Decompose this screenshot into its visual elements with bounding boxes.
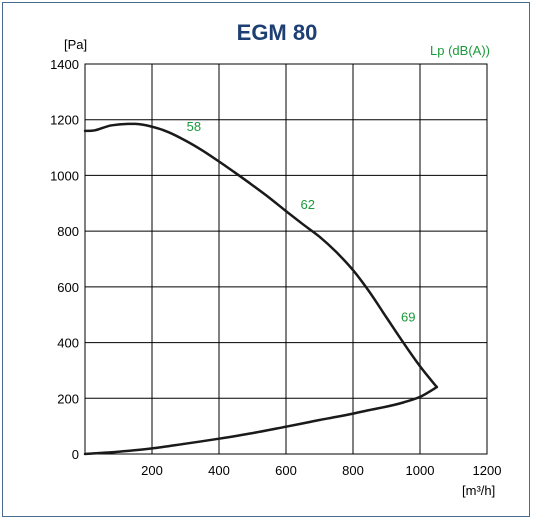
x-tick-label: 1000 [406, 463, 435, 478]
sound-level-value: 69 [401, 310, 415, 325]
sound-level-label: Lp (dB(A)) [430, 43, 490, 58]
y-tick-label: 400 [57, 336, 79, 351]
y-tick-label: 200 [57, 391, 79, 406]
sound-level-value: 62 [301, 197, 315, 212]
system-curve [83, 385, 439, 456]
performance-curve [83, 122, 439, 389]
x-tick-label: 800 [342, 463, 364, 478]
x-tick-label: 400 [208, 463, 230, 478]
y-tick-label: 1200 [50, 113, 79, 128]
sound-level-value: 58 [187, 119, 201, 134]
y-tick-label: 800 [57, 224, 79, 239]
x-axis-label: [m³/h] [462, 483, 495, 498]
y-tick-label: 1400 [50, 57, 79, 72]
sound-level-annotations: 58 62 69 [187, 119, 416, 325]
x-tick-label: 600 [275, 463, 297, 478]
grid [84, 63, 488, 455]
x-tick-labels: 200 400 600 800 1000 1200 [141, 463, 501, 478]
x-tick-label: 200 [141, 463, 163, 478]
y-tick-label: 0 [72, 447, 79, 462]
curves [83, 122, 439, 456]
chart-title: EGM 80 [237, 20, 318, 45]
x-tick-label: 1200 [473, 463, 502, 478]
y-tick-labels: 0 200 400 600 800 1000 1200 1400 [50, 57, 79, 462]
y-tick-label: 600 [57, 280, 79, 295]
y-tick-label: 1000 [50, 168, 79, 183]
y-axis-label: [Pa] [64, 37, 87, 52]
